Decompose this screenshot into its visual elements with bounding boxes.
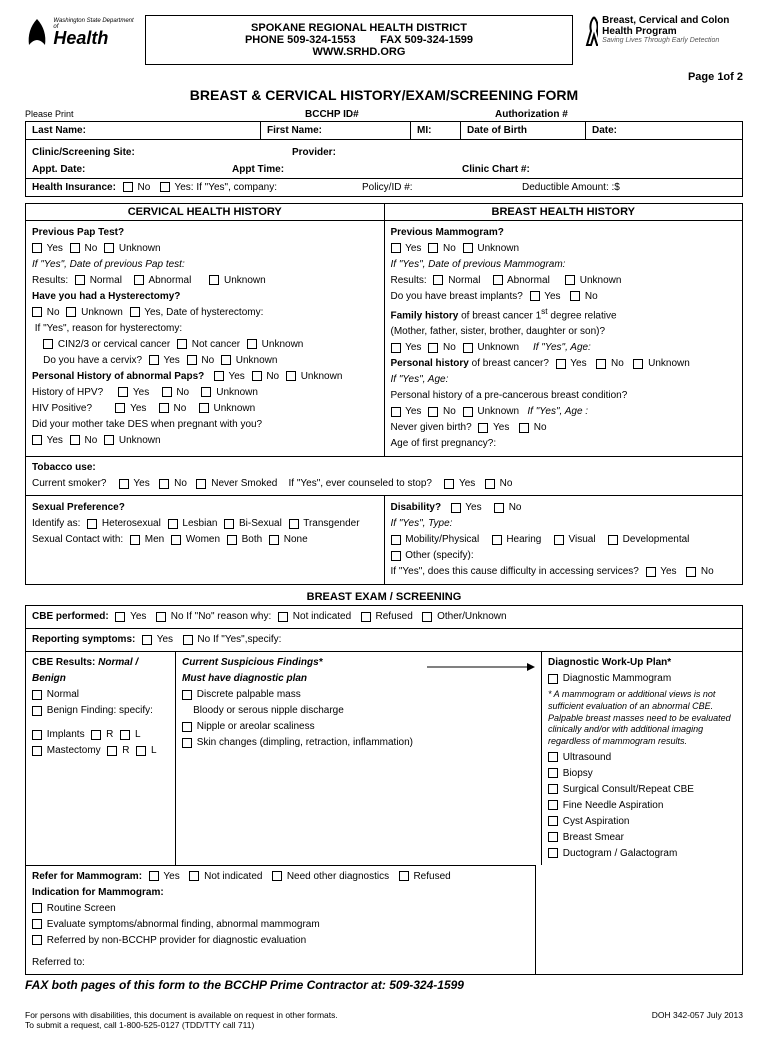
ins-yes-checkbox[interactable]	[160, 182, 170, 192]
org-name: SPOKANE REGIONAL HEALTH DISTRICT	[156, 22, 562, 34]
chart-field[interactable]: Clinic Chart #:	[456, 161, 742, 178]
ribbon-logo: Breast, Cervical and Colon Health Progra…	[583, 15, 743, 49]
exam-box: CBE performed: Yes No If "No" reason why…	[25, 605, 743, 974]
clinic-field[interactable]: Clinic/Screening Site:	[26, 144, 286, 161]
tobacco-section: Tobacco use: Current smoker? Yes No Neve…	[26, 457, 742, 496]
refer-section: Refer for Mammogram: Yes Not indicated N…	[26, 865, 536, 974]
form-title: BREAST & CERVICAL HISTORY/EXAM/SCREENING…	[25, 87, 743, 103]
cervical-section: Previous Pap Test? Yes No Unknown If "Ye…	[26, 221, 385, 456]
exam-head: BREAST EXAM / SCREENING	[25, 589, 743, 605]
org-header-box: SPOKANE REGIONAL HEALTH DISTRICT PHONE 5…	[145, 15, 573, 65]
ins-no-checkbox[interactable]	[123, 182, 133, 192]
sexual-section: Sexual Preference? Identify as: Heterose…	[26, 496, 385, 584]
org-web: WWW.SRHD.ORG	[156, 46, 562, 58]
org-fax: FAX 509-324-1599	[380, 34, 473, 46]
bcchp-id-label: BCCHP ID#	[305, 109, 495, 121]
appt-date-field[interactable]: Appt. Date:	[26, 161, 226, 178]
page-number: Page 1of 2	[25, 71, 743, 83]
cbe-results-col: CBE Results: Normal / Benign Normal Beni…	[26, 652, 176, 864]
provider-field[interactable]: Provider:	[286, 144, 742, 161]
diagnostic-col: Diagnostic Work-Up Plan* Diagnostic Mamm…	[542, 652, 742, 864]
policy-field[interactable]: Policy/ID #:	[356, 179, 516, 196]
dept-big: Health	[53, 30, 135, 46]
swoosh-icon	[25, 15, 49, 49]
deductible-field[interactable]: Deductible Amount: :$	[516, 179, 742, 196]
health-logo: Washington State Department of Health	[25, 15, 135, 49]
breast-head: BREAST HEALTH HISTORY	[385, 204, 743, 220]
auth-label: Authorization #	[495, 109, 568, 121]
fax-line: FAX both pages of this form to the BCCHP…	[25, 978, 743, 992]
breast-section: Previous Mammogram? Yes No Unknown If "Y…	[385, 221, 743, 456]
suspicious-col: Current Suspicious Findings* Must have d…	[176, 652, 542, 864]
org-phone: PHONE 509-324-1553	[245, 34, 356, 46]
header: Washington State Department of Health SP…	[25, 15, 743, 65]
patient-info-box: Last Name: First Name: MI: Date of Birth…	[25, 121, 743, 197]
first-name-field[interactable]: First Name:	[261, 122, 411, 139]
mi-field[interactable]: MI:	[411, 122, 461, 139]
program-title: Breast, Cervical and Colon Health Progra…	[602, 15, 743, 37]
please-print: Please Print	[25, 109, 305, 119]
date-field[interactable]: Date:	[586, 122, 742, 139]
history-box: CERVICAL HEALTH HISTORY BREAST HEALTH HI…	[25, 203, 743, 585]
disability-section: Disability? Yes No If "Yes", Type: Mobil…	[385, 496, 743, 584]
cervical-head: CERVICAL HEALTH HISTORY	[26, 204, 385, 220]
arrow-icon	[427, 660, 537, 674]
footer: For persons with disabilities, this docu…	[25, 1010, 743, 1030]
last-name-field[interactable]: Last Name:	[26, 122, 261, 139]
ins-label: Health Insurance:	[32, 182, 116, 193]
program-sub: Saving Lives Through Early Detection	[602, 37, 743, 45]
ribbon-icon	[583, 15, 598, 49]
appt-time-field[interactable]: Appt Time:	[226, 161, 456, 178]
dob-field[interactable]: Date of Birth	[461, 122, 586, 139]
